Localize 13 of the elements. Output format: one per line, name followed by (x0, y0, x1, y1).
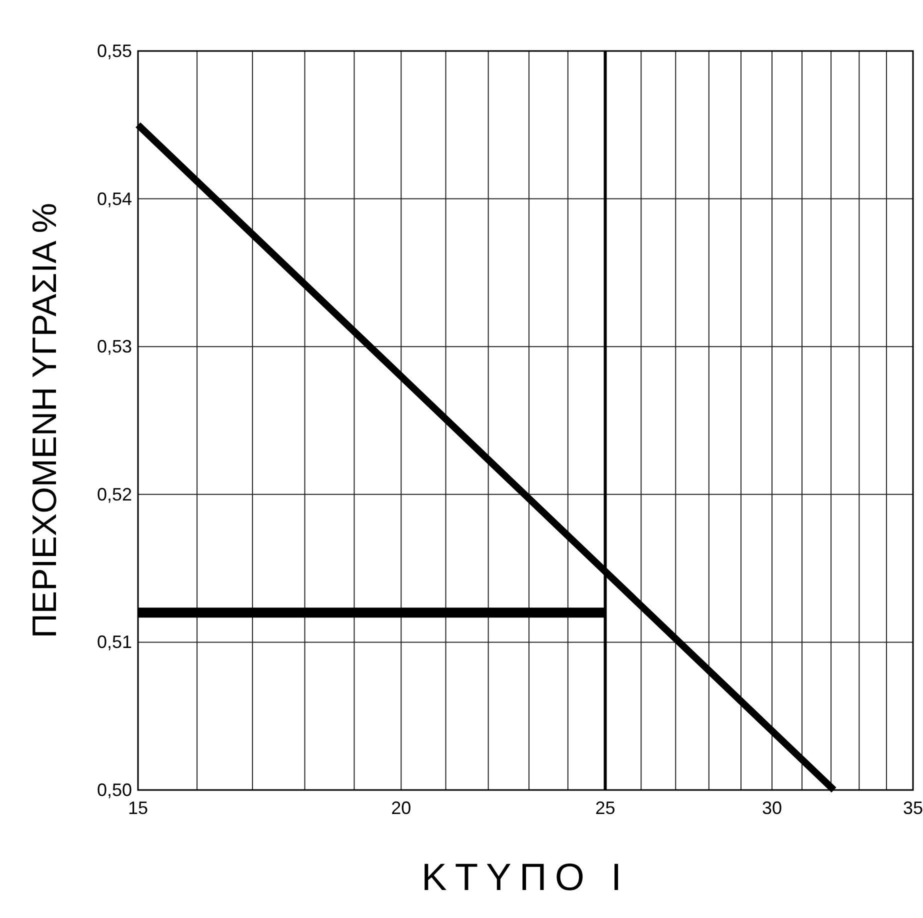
x-tick-label: 25 (595, 798, 616, 818)
x-tick-label: 20 (391, 798, 412, 818)
y-tick-label: 0,52 (96, 484, 132, 504)
y-tick-label: 0,51 (96, 632, 132, 652)
x-tick-label: 35 (902, 798, 923, 818)
y-tick-label: 0,54 (96, 188, 132, 209)
x-axis-title: ΚΤΥΠΟ Ι (421, 857, 630, 899)
y-tick-label: 0,50 (96, 780, 132, 800)
x-tick-label: 15 (128, 798, 148, 818)
y-tick-label: 0,55 (96, 41, 132, 61)
y-tick-label: 0,53 (96, 336, 132, 357)
y-axis-title: ΠΕΡΙΕΧΟΜΕΝΗ ΥΓΡΑΣΙΑ % (26, 202, 64, 638)
x-tick-label: 30 (762, 798, 782, 818)
